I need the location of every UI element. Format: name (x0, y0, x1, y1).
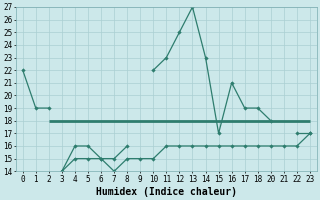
X-axis label: Humidex (Indice chaleur): Humidex (Indice chaleur) (96, 186, 237, 197)
